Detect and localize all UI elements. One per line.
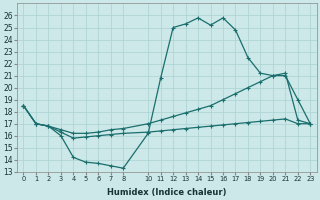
X-axis label: Humidex (Indice chaleur): Humidex (Indice chaleur) xyxy=(107,188,227,197)
